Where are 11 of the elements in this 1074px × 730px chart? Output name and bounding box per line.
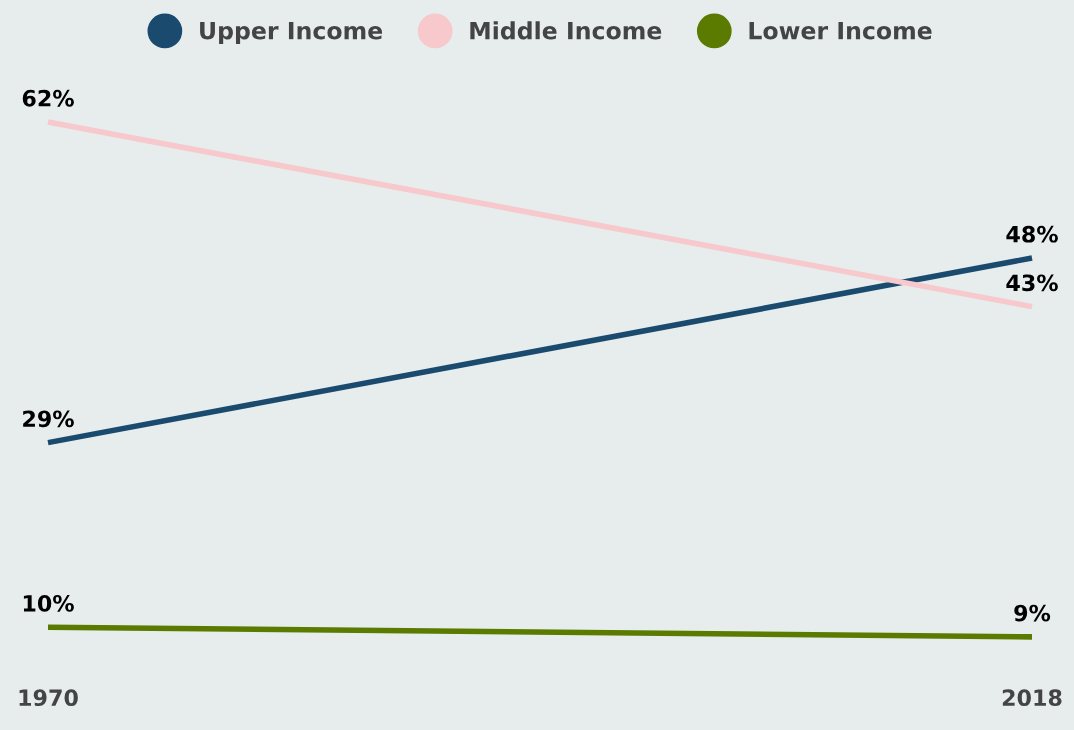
x-tick-label: 1970 [19, 689, 78, 707]
data-label: 62% [22, 89, 74, 107]
legend-label: Middle Income [470, 21, 662, 40]
legend-label: Lower Income [749, 21, 932, 40]
data-label: 29% [23, 410, 74, 428]
legend-label: Upper Income [200, 21, 383, 45]
data-label: 9% [1014, 604, 1051, 622]
data-label: 43% [1006, 274, 1058, 292]
data-label: 48% [1006, 225, 1058, 243]
x-tick-label: 2018 [1002, 689, 1062, 707]
data-label: 10% [23, 594, 74, 612]
